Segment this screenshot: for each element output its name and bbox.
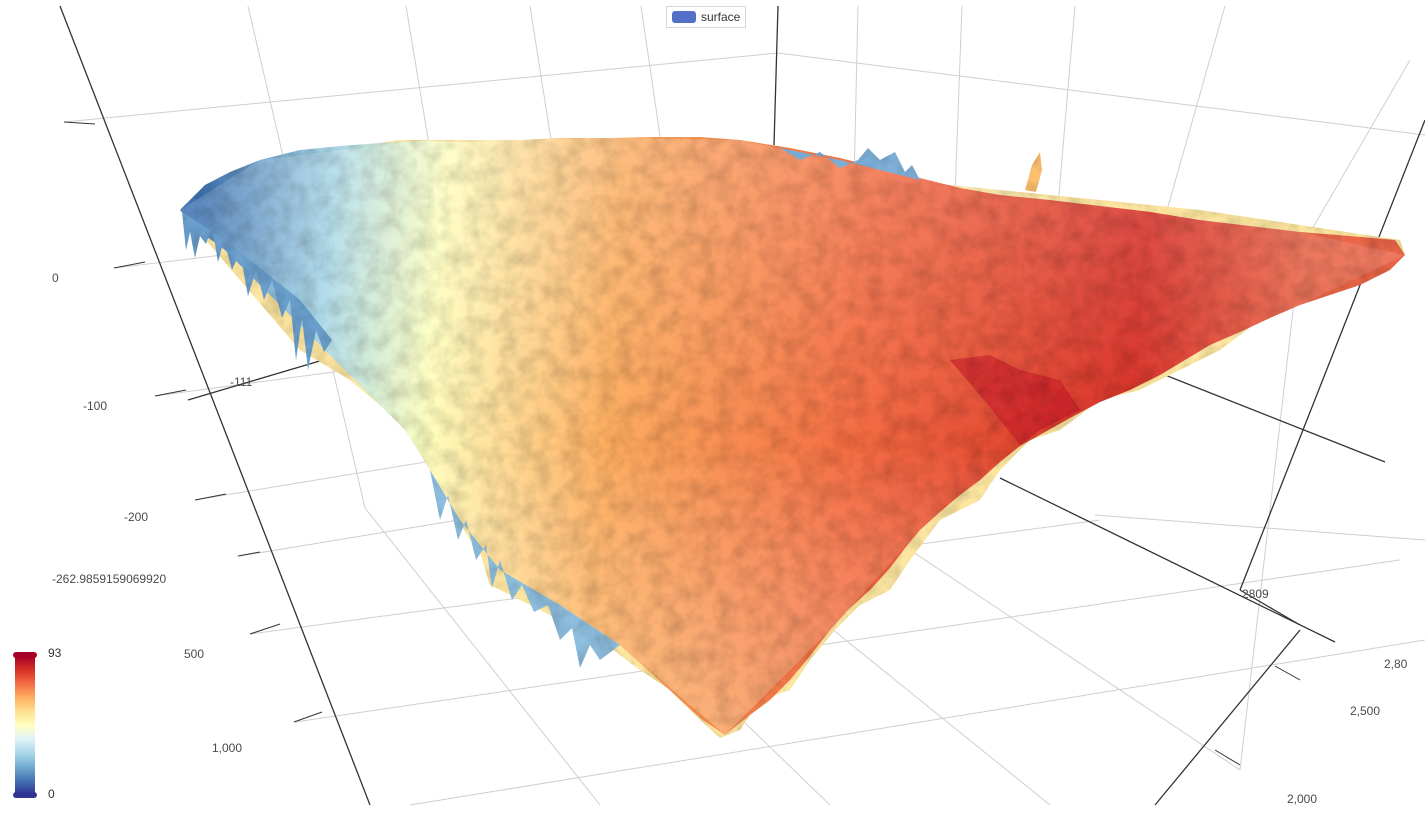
y-tick-0: 2,000 (1287, 792, 1317, 806)
y-tick-3: 2809 (1242, 587, 1269, 601)
legend[interactable]: surface (666, 6, 747, 28)
legend-swatch (672, 11, 696, 23)
x-tick-1: 1,000 (212, 741, 242, 755)
visual-map-handle-bottom[interactable] (13, 792, 37, 798)
y-tick-1: 2,500 (1350, 704, 1380, 718)
axis-tick-marks (63, 121, 1301, 766)
visual-map-min-label: 0 (48, 787, 55, 801)
axis-lines (59, 5, 1425, 806)
z-tick-3: -262.9859159069920 (52, 572, 166, 586)
surface-lower-spikes (430, 470, 620, 668)
surface-shading (180, 138, 1405, 735)
surface-left-spikes (182, 212, 332, 370)
legend-label: surface (701, 10, 741, 24)
visual-map-handle-top[interactable] (13, 652, 37, 658)
surface-mesh (180, 137, 1405, 738)
x-tick-0: 500 (184, 647, 204, 661)
surface-red-ridge (950, 355, 1080, 445)
z-tick-2: -200 (124, 510, 148, 524)
visual-map[interactable] (13, 652, 37, 798)
surface-back-spikes (780, 148, 920, 180)
inner-tick: -111 (230, 375, 253, 389)
z-tick-0: 0 (52, 271, 59, 285)
axis-tick-labels: 0 -100 -200 -262.9859159069920 -111 500 … (52, 271, 1408, 806)
z-tick-1: -100 (83, 399, 107, 413)
surface-back-orange-spike (1025, 152, 1042, 192)
visual-map-bar (15, 656, 35, 794)
y-tick-2: 2,80 (1384, 657, 1408, 671)
visual-map-max-label: 93 (48, 646, 62, 660)
